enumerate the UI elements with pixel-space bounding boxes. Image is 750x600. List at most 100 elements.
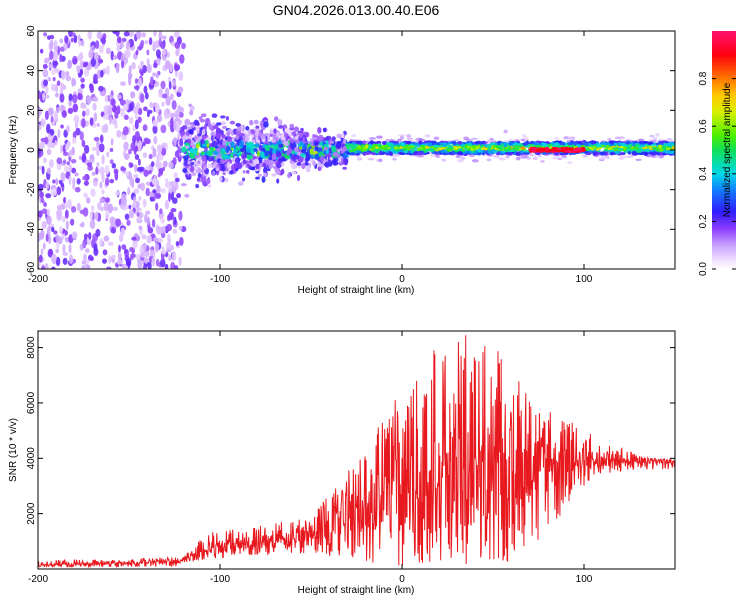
heatmap-cell <box>370 147 375 151</box>
heatmap-cell <box>77 39 82 47</box>
heatmap-cell <box>230 152 234 160</box>
heatmap-cell <box>121 244 127 250</box>
heatmap-cell <box>148 153 153 160</box>
heatmap-cell <box>350 144 357 149</box>
heatmap-cell <box>452 140 457 145</box>
heatmap-cell <box>151 218 156 228</box>
heatmap-cell <box>95 228 101 237</box>
heatmap-cell <box>201 154 207 162</box>
heatmap-cell <box>134 78 138 85</box>
heatmap-cell <box>91 171 96 176</box>
heatmap-cell <box>187 138 192 145</box>
heatmap-cell <box>43 32 48 37</box>
heatmap-cell <box>144 250 150 258</box>
heatmap-cell <box>356 150 361 153</box>
heatmap-cell <box>162 48 167 56</box>
heatmap-cell <box>409 145 415 148</box>
heatmap-cell <box>116 129 122 138</box>
heatmap-cell <box>261 176 266 183</box>
heatmap-cell <box>437 147 444 151</box>
heatmap-cell <box>79 131 84 141</box>
heatmap-cell <box>171 99 177 110</box>
heatmap-cell <box>68 163 72 173</box>
heatmap-cell <box>168 81 172 90</box>
heatmap-cell <box>82 239 87 249</box>
heatmap-cell <box>152 119 159 127</box>
heatmap-cell <box>69 219 74 225</box>
heatmap-cell <box>643 151 649 156</box>
heatmap-cell <box>142 264 147 269</box>
heatmap-cell <box>88 49 94 59</box>
heatmap-cell <box>178 210 183 221</box>
spectrogram-y-tick-label: 0 <box>26 147 37 153</box>
heatmap-cell <box>464 151 468 155</box>
heatmap-cell <box>80 83 85 89</box>
heatmap-cell <box>178 256 182 267</box>
colorbar-bar <box>712 31 736 269</box>
heatmap-cell <box>40 248 44 255</box>
heatmap-cell <box>249 158 253 165</box>
heatmap-cell <box>436 145 443 148</box>
heatmap-cell <box>500 143 504 147</box>
heatmap-cell <box>173 120 177 131</box>
heatmap-cell <box>143 169 149 177</box>
snr-x-ticks: -200 -100 0 100 <box>28 331 593 585</box>
heatmap-cell <box>142 152 148 159</box>
heatmap-cell <box>164 181 171 189</box>
heatmap-cell <box>523 137 529 141</box>
heatmap-cell <box>341 132 345 140</box>
heatmap-cell <box>586 152 592 155</box>
heatmap-cell <box>220 165 226 172</box>
heatmap-cell <box>161 35 167 40</box>
heatmap-cell <box>145 187 150 197</box>
heatmap-cell <box>557 157 563 160</box>
heatmap-cell <box>254 131 259 137</box>
heatmap-cell <box>112 105 118 113</box>
heatmap-cell <box>253 119 259 125</box>
heatmap-cell <box>137 65 143 70</box>
heatmap-cell <box>634 143 641 147</box>
heatmap-cell <box>68 244 72 254</box>
heatmap-cell <box>137 116 142 124</box>
heatmap-cell <box>631 150 638 156</box>
heatmap-cell <box>128 204 132 210</box>
heatmap-cell <box>398 151 403 155</box>
heatmap-cell <box>277 125 284 129</box>
heatmap-cell <box>176 120 180 131</box>
heatmap-cell <box>139 93 145 104</box>
heatmap-cell <box>90 45 95 50</box>
heatmap-cell <box>658 145 662 148</box>
heatmap-cell <box>89 84 95 94</box>
colorbar-tick-label: 0.8 <box>698 71 709 85</box>
heatmap-cell <box>48 236 52 245</box>
heatmap-cell <box>89 117 94 126</box>
heatmap-cell <box>529 153 535 157</box>
heatmap-cell <box>405 144 410 148</box>
heatmap-cell <box>624 144 629 147</box>
heatmap-cell <box>205 179 211 185</box>
heatmap-cell <box>167 233 171 243</box>
spectrogram-y-tick-label: 20 <box>26 104 37 116</box>
heatmap-cell <box>250 129 256 135</box>
heatmap-cell <box>116 36 122 44</box>
heatmap-cell <box>146 49 150 56</box>
heatmap-cell <box>223 177 229 183</box>
heatmap-cell <box>135 145 139 152</box>
heatmap-cell <box>120 81 126 87</box>
heatmap-cell <box>173 31 180 38</box>
heatmap-cell <box>157 237 163 243</box>
heatmap-cell <box>121 134 127 141</box>
heatmap-cell <box>614 150 621 155</box>
heatmap-cell <box>181 125 188 130</box>
heatmap-cell <box>505 154 510 159</box>
heatmap-cell <box>93 51 99 60</box>
heatmap-cell <box>190 139 195 147</box>
heatmap-cell <box>265 160 270 164</box>
heatmap-cell <box>67 61 72 70</box>
heatmap-cell <box>649 134 655 138</box>
heatmap-cell <box>164 142 168 151</box>
heatmap-cell <box>116 259 123 265</box>
heatmap-cell <box>219 115 226 119</box>
heatmap-cell <box>116 105 121 115</box>
heatmap-cell <box>64 35 69 44</box>
